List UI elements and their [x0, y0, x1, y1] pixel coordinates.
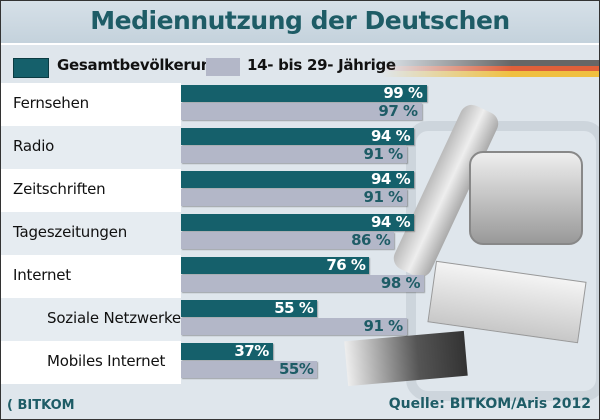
- category-label: Radio: [13, 137, 55, 155]
- bar-gesamt: [181, 171, 415, 188]
- row-background: [1, 298, 181, 341]
- row-background: [1, 83, 181, 126]
- bitkom-logo: ( BITKOM: [7, 398, 75, 413]
- value-label: 91 %: [363, 188, 404, 206]
- value-label: 91 %: [363, 145, 404, 163]
- bar-jung: [181, 189, 407, 206]
- category-label: Zeitschriften: [13, 180, 106, 198]
- category-label: Mobiles Internet: [47, 352, 166, 370]
- value-label: 91 %: [363, 317, 404, 335]
- value-label: 76 %: [326, 256, 366, 274]
- bar-jung: [181, 232, 395, 249]
- bar-jung: [181, 275, 425, 292]
- value-label: 55%: [278, 360, 314, 378]
- legend-label-jung: 14- bis 29- Jährige: [247, 56, 396, 74]
- legend-swatch-jung: [206, 58, 240, 76]
- bar-jung: [181, 103, 422, 120]
- value-label: 37%: [234, 342, 269, 360]
- value-label: 94 %: [370, 127, 411, 145]
- bar-gesamt: [181, 343, 273, 360]
- value-label: 94 %: [370, 213, 411, 231]
- bar-gesamt: [181, 300, 318, 317]
- value-label: 55 %: [274, 299, 314, 317]
- category-label: Internet: [13, 266, 71, 284]
- title-bar: Mediennutzung der Deutschen: [1, 1, 599, 45]
- legend-label-gesamt: Gesamtbevölkerung: [57, 56, 222, 74]
- category-label: Fernsehen: [13, 94, 89, 112]
- category-label: Soziale Netzwerke: [47, 309, 181, 327]
- value-label: 86 %: [351, 231, 391, 249]
- value-label: 94 %: [370, 170, 411, 188]
- radio-illustration: [469, 151, 583, 245]
- chart-title: Mediennutzung der Deutschen: [90, 6, 510, 35]
- bar-jung: [181, 318, 407, 335]
- bar-gesamt: [181, 85, 427, 102]
- row-background: [1, 341, 181, 384]
- legend-swatch-gesamt: [13, 58, 49, 78]
- source-note: Quelle: BITKOM/Aris 2012: [388, 396, 591, 412]
- bar-jung: [181, 361, 318, 378]
- row-background: [1, 126, 181, 169]
- row-background: [1, 212, 181, 255]
- bar-gesamt: [181, 257, 370, 274]
- row-background: [1, 169, 181, 212]
- row-background: [1, 255, 181, 298]
- category-label: Tageszeitungen: [13, 223, 128, 241]
- logo-text: BITKOM: [17, 398, 75, 413]
- value-label: 97 %: [378, 102, 418, 120]
- value-label: 99 %: [383, 84, 423, 102]
- bar-gesamt: [181, 214, 415, 231]
- bar-jung: [181, 146, 407, 163]
- value-label: 98 %: [380, 274, 421, 292]
- bar-gesamt: [181, 128, 415, 145]
- german-flag-stripes: [381, 60, 599, 77]
